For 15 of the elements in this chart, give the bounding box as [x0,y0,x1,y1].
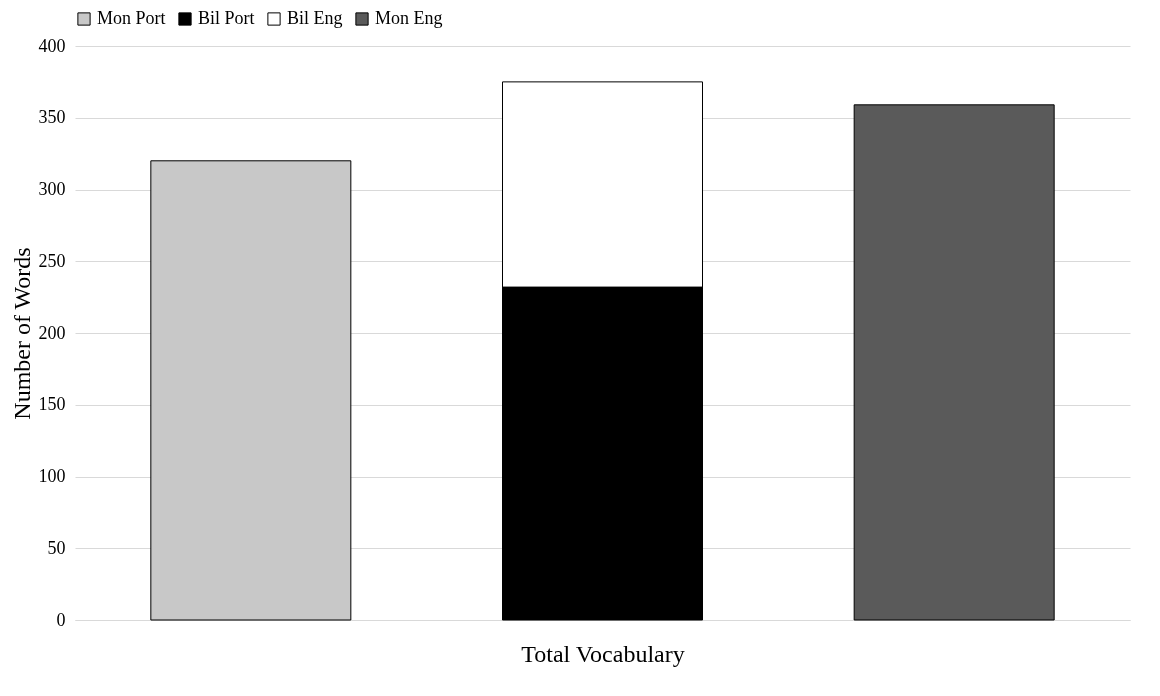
x-axis-title: Total Vocabulary [521,640,685,667]
y-tick-label: 250 [38,250,66,271]
y-tick-label: 100 [38,466,66,486]
y-tick-label: 0 [56,609,66,630]
y-tick-label: 350 [38,107,66,128]
legend-label: Bil Port [198,8,255,28]
y-tick-label: 50 [47,537,66,558]
y-tick-label: 150 [38,394,66,415]
y-axis-title: Number of Words [8,247,35,420]
y-tick-label: 300 [38,179,66,199]
y-tick-label: 200 [38,322,66,343]
legend-label: Mon Eng [375,8,443,28]
y-tick-label: 400 [38,35,66,56]
legend-label: Bil Eng [287,8,343,28]
legend-label: Mon Port [97,8,166,28]
